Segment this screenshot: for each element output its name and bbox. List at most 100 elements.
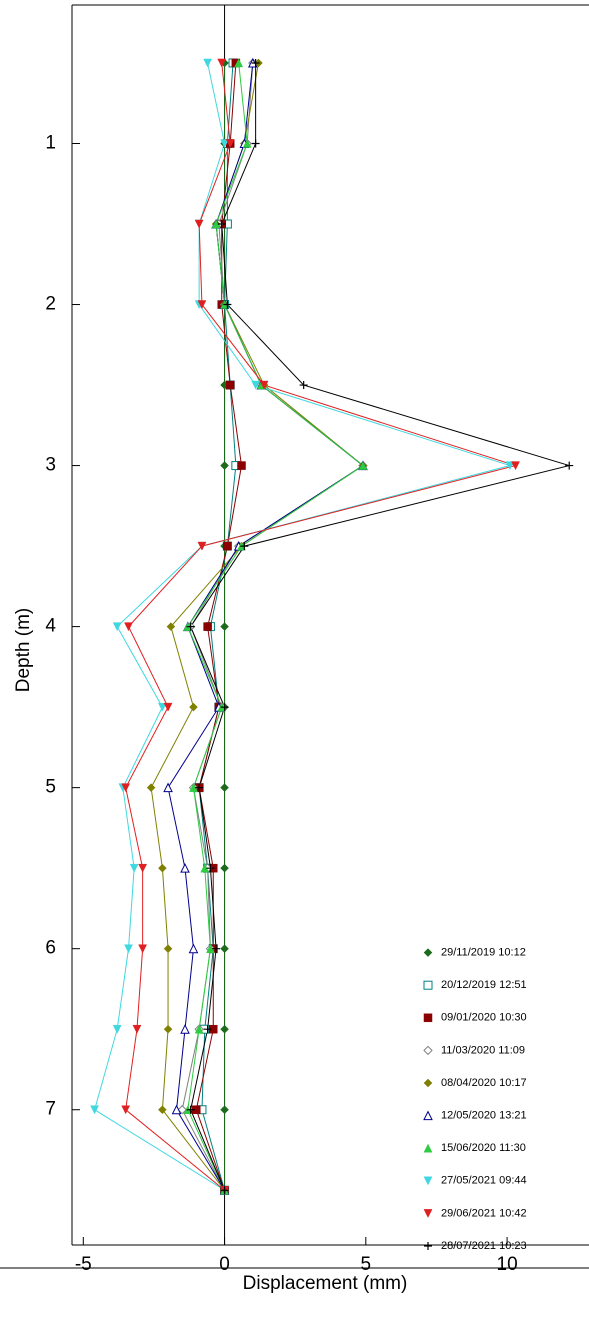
data-point — [220, 139, 229, 149]
x-tick-label: -5 — [75, 1254, 92, 1275]
legend-label: 09/01/2020 10:30 — [441, 1012, 527, 1024]
data-point — [259, 380, 269, 390]
x-tick-label: 0 — [219, 1254, 230, 1275]
data-point — [223, 541, 232, 551]
data-point — [188, 943, 199, 954]
data-point — [112, 1024, 122, 1034]
y-tick-label: 1 — [45, 133, 56, 154]
data-point — [138, 863, 148, 873]
data-point — [251, 139, 260, 148]
x-axis-label: Displacement (mm) — [243, 1273, 408, 1294]
data-point — [212, 944, 221, 953]
data-point — [197, 300, 207, 310]
data-point — [146, 783, 156, 793]
data-point — [129, 863, 139, 873]
legend-marker — [423, 1013, 433, 1023]
data-point — [220, 783, 229, 793]
data-point — [163, 1024, 173, 1034]
y-tick-label: 4 — [45, 616, 56, 637]
data-point — [511, 461, 520, 471]
legend-label: 11/03/2020 11:09 — [441, 1044, 525, 1056]
data-point — [90, 1105, 100, 1115]
legend-marker — [423, 948, 433, 957]
legend-marker — [423, 1045, 433, 1056]
data-point — [251, 58, 260, 67]
data-point — [124, 944, 133, 954]
data-point — [158, 863, 167, 873]
y-tick-label: 7 — [45, 1099, 56, 1120]
data-point — [112, 622, 122, 632]
data-point — [189, 702, 198, 712]
data-point — [240, 542, 249, 551]
data-point — [203, 622, 212, 631]
data-point — [171, 1104, 182, 1115]
data-point — [220, 944, 229, 954]
y-axis-label: Depth (m) — [13, 608, 34, 692]
y-tick-label: 2 — [45, 294, 56, 315]
legend-label: 29/11/2019 10:12 — [441, 947, 526, 959]
data-point — [194, 1024, 204, 1034]
x-tick-label: 10 — [497, 1254, 518, 1275]
data-point — [203, 1025, 212, 1034]
data-point — [186, 1105, 195, 1114]
data-point — [158, 1105, 167, 1115]
data-point — [220, 703, 229, 712]
data-point — [157, 702, 167, 712]
data-point — [163, 782, 173, 793]
data-point — [197, 541, 207, 551]
legend-label: 28/07/2021 10:23 — [441, 1240, 527, 1252]
data-point — [217, 220, 226, 229]
data-point — [242, 138, 252, 148]
data-point — [220, 863, 229, 873]
data-point — [121, 783, 131, 793]
data-point — [163, 702, 173, 712]
data-point — [180, 1024, 190, 1034]
data-point — [203, 58, 213, 68]
data-point — [220, 1105, 229, 1115]
data-point — [299, 381, 308, 390]
data-point — [220, 622, 229, 631]
legend-marker — [423, 980, 433, 990]
data-point — [225, 139, 235, 149]
y-tick-label: 5 — [45, 777, 56, 798]
data-point — [565, 461, 574, 470]
legend-marker — [423, 1176, 433, 1186]
data-point — [358, 461, 368, 470]
data-point — [132, 1024, 142, 1034]
data-point — [206, 864, 215, 873]
y-tick-label: 6 — [45, 938, 56, 959]
legend-label: 27/05/2021 09:44 — [441, 1175, 527, 1187]
data-point — [186, 622, 195, 631]
data-point — [138, 944, 148, 954]
data-point — [217, 58, 227, 68]
legend-label: 29/06/2021 10:42 — [441, 1207, 527, 1219]
data-point — [180, 863, 190, 873]
legend-marker — [423, 1110, 433, 1121]
data-point — [220, 461, 229, 470]
data-point — [195, 783, 204, 792]
data-point — [177, 1105, 187, 1115]
data-point — [225, 380, 235, 390]
legend-marker — [423, 1209, 433, 1218]
x-tick-label: 5 — [361, 1254, 372, 1275]
data-point — [166, 622, 176, 631]
data-point — [505, 461, 515, 471]
data-point — [220, 1186, 229, 1195]
data-point — [194, 219, 204, 229]
data-point — [121, 1105, 131, 1115]
data-point — [220, 1024, 229, 1034]
legend-marker — [424, 1242, 432, 1250]
data-point — [124, 622, 133, 632]
legend-label: 12/05/2020 13:21 — [441, 1110, 527, 1122]
data-point — [223, 300, 232, 309]
legend-label: 15/06/2020 11:30 — [441, 1142, 526, 1154]
data-point — [234, 58, 244, 68]
legend-marker — [423, 1078, 433, 1088]
legend-label: 20/12/2019 12:51 — [441, 979, 527, 991]
legend-label: 08/04/2020 10:17 — [441, 1077, 527, 1089]
data-point — [251, 380, 261, 390]
data-point — [237, 461, 246, 470]
y-tick-label: 3 — [45, 455, 56, 476]
